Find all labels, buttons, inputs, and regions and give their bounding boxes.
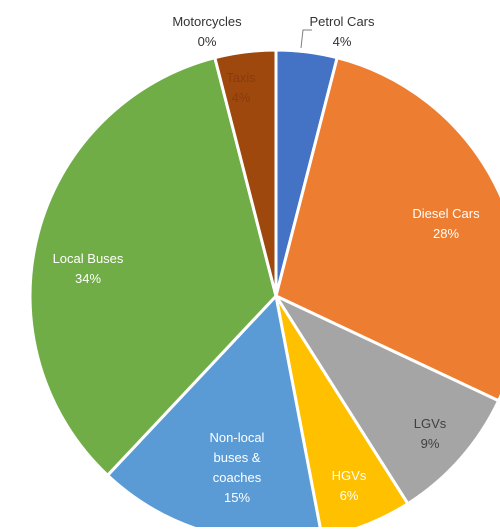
slice-label-motorcycles: Motorcycles 0% xyxy=(172,14,242,49)
slice-label-petrol-cars: Petrol Cars 4% xyxy=(309,14,375,49)
slices-layer xyxy=(28,48,500,532)
slice-value-diesel-cars: 28% xyxy=(433,226,459,241)
data-label-motorcycles: Motorcycles 0% xyxy=(172,14,242,49)
slice-value-petrol-cars: 4% xyxy=(333,34,352,49)
pie-slice-lgvs xyxy=(271,292,500,506)
data-label-petrol-cars: Petrol Cars 4% xyxy=(309,14,375,49)
slice-value-lgvs: 9% xyxy=(421,436,440,451)
data-label-non-local-buses-and-coaches: Non-local buses & coaches 15% xyxy=(210,430,265,505)
slice-label-taxis: Taxis 4% xyxy=(226,70,256,105)
pie-slice-non-local-buses-and-coaches xyxy=(105,292,323,532)
slice-label-diesel-cars: Diesel Cars 28% xyxy=(412,206,480,241)
slice-value-motorcycles: 0% xyxy=(198,34,217,49)
pie-slice-hgvs xyxy=(274,295,410,532)
slice-label-local-buses: Local Buses 34% xyxy=(53,251,124,286)
slice-label-non-local-buses-and-coaches: Non-local buses & coaches 15% xyxy=(210,430,265,505)
slice-label-hgvs: HGVs 6% xyxy=(332,468,367,503)
data-label-local-buses: Local Buses 34% xyxy=(53,251,124,286)
data-label-lgvs: LGVs 9% xyxy=(414,416,447,451)
data-label-taxis: Taxis 4% xyxy=(226,70,256,105)
leader-line-petrol-cars xyxy=(300,29,312,49)
labels-layer: Petrol Cars 4% Diesel Cars 28% LGVs 9% HGVs 6% N… xyxy=(53,14,481,505)
slice-value-hgvs: 6% xyxy=(340,488,359,503)
slice-value-non-local-buses-and-coaches: 15% xyxy=(224,490,250,505)
pie-slice-taxis xyxy=(212,48,278,297)
slice-label-lgvs: LGVs 9% xyxy=(414,416,447,451)
leader-lines-layer xyxy=(300,29,312,49)
slice-value-taxis: 4% xyxy=(232,90,251,105)
pie-slice-local-buses xyxy=(28,55,278,478)
pie-slice-diesel-cars xyxy=(274,55,500,403)
data-label-diesel-cars: Diesel Cars 28% xyxy=(412,206,480,241)
slice-value-local-buses: 34% xyxy=(75,271,101,286)
data-label-hgvs: HGVs 6% xyxy=(332,468,367,503)
